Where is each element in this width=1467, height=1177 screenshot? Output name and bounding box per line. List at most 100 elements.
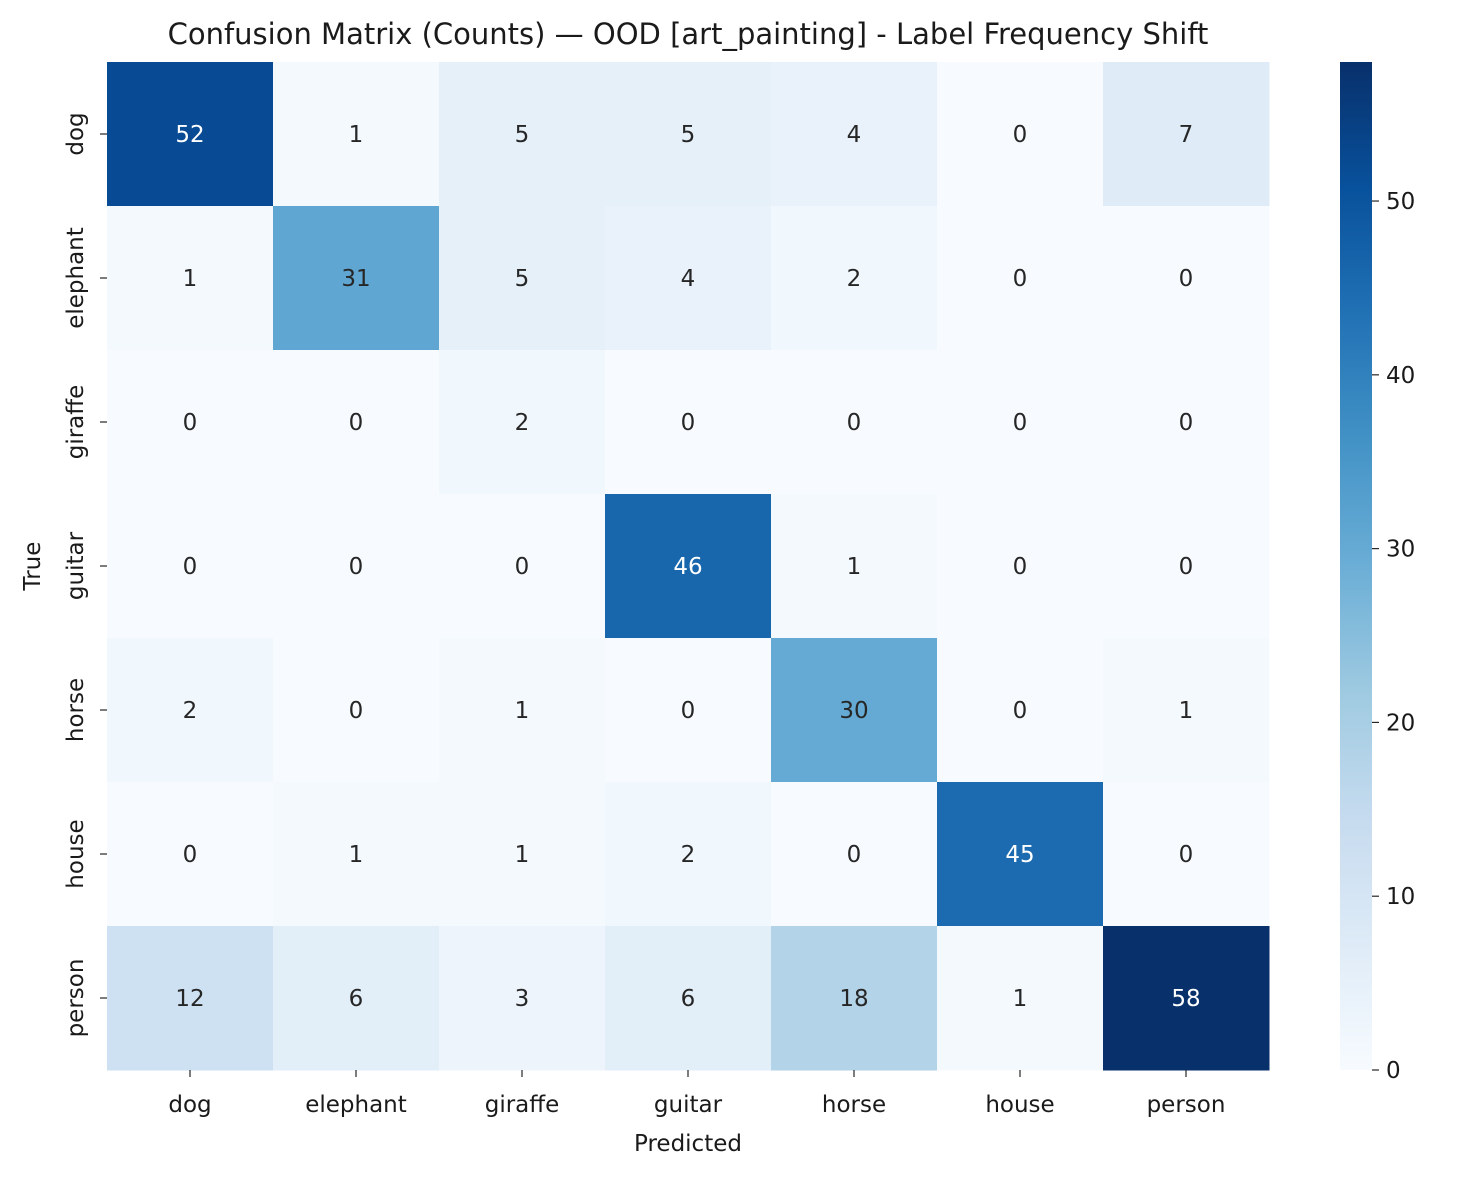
colorbar-tick-label: 30 — [1386, 537, 1415, 563]
heatmap-cell — [273, 926, 440, 1071]
cell-value-label: 5 — [515, 266, 530, 292]
heatmap-cell — [107, 782, 274, 927]
heatmap-cell — [605, 350, 772, 495]
colorbar: 0 10 20 30 40 50 — [1340, 62, 1415, 1084]
heatmap-cell — [439, 494, 606, 639]
heatmap-cell — [937, 926, 1104, 1071]
cell-value-label: 1 — [1179, 698, 1194, 724]
x-tick-label: elephant — [305, 1092, 407, 1118]
heatmap-cell — [1103, 62, 1270, 207]
cell-value-label: 6 — [681, 986, 696, 1012]
cell-value-label: 7 — [1179, 122, 1194, 148]
y-axis-label: True — [20, 542, 46, 592]
cell-value-label: 6 — [349, 986, 364, 1012]
cell-value-label: 0 — [1013, 698, 1028, 724]
cell-value-label: 1 — [349, 842, 364, 868]
cell-value-label: 2 — [183, 698, 198, 724]
cell-value-label: 58 — [1171, 986, 1200, 1012]
heatmap-cell — [1103, 206, 1270, 351]
heatmap-cell — [107, 62, 274, 207]
heatmap-cell — [605, 638, 772, 783]
x-tick-label: giraffe — [485, 1092, 560, 1118]
cell-value-label: 52 — [175, 122, 204, 148]
heatmap-cell — [107, 494, 274, 639]
cell-value-label: 0 — [183, 842, 198, 868]
cell-value-label: 1 — [515, 842, 530, 868]
cell-value-label: 30 — [839, 698, 868, 724]
cell-value-label: 0 — [1179, 266, 1194, 292]
x-tick-label: dog — [168, 1092, 211, 1118]
cell-value-label: 0 — [681, 410, 696, 436]
heatmap-cell — [1103, 926, 1270, 1071]
cell-value-label: 1 — [183, 266, 198, 292]
colorbar-tick-label: 50 — [1386, 189, 1415, 215]
cell-value-label: 0 — [1013, 410, 1028, 436]
heatmap-cell — [771, 494, 938, 639]
y-tick-label: dog — [63, 112, 89, 155]
heatmap-cell — [771, 782, 938, 927]
cell-value-label: 0 — [349, 410, 364, 436]
chart-title: Confusion Matrix (Counts) — OOD [art_pai… — [168, 17, 1209, 51]
heatmap-cell — [1103, 782, 1270, 927]
x-tick-label: house — [985, 1092, 1054, 1118]
cell-value-label: 0 — [1013, 554, 1028, 580]
heatmap-cell — [1103, 638, 1270, 783]
heatmap-cell — [771, 206, 938, 351]
heatmap-cell — [273, 494, 440, 639]
heatmap-cell — [605, 62, 772, 207]
heatmap-cell — [107, 926, 274, 1071]
cell-value-label: 45 — [1005, 842, 1034, 868]
cell-value-label: 12 — [175, 986, 204, 1012]
cell-value-label: 31 — [341, 266, 370, 292]
heatmap-cell — [439, 926, 606, 1071]
cell-value-label: 3 — [515, 986, 530, 1012]
heatmap-cell — [439, 62, 606, 207]
heatmap-cell — [273, 350, 440, 495]
heatmap-cell — [605, 494, 772, 639]
heatmap-cell — [439, 638, 606, 783]
colorbar-tick-label: 0 — [1386, 1058, 1401, 1084]
y-tick-label: house — [63, 819, 89, 888]
cell-value-label: 0 — [847, 842, 862, 868]
heatmap-cell — [107, 350, 274, 495]
cell-value-label: 1 — [847, 554, 862, 580]
heatmap-cell — [937, 494, 1104, 639]
cell-value-label: 5 — [681, 122, 696, 148]
heatmap-cell — [605, 926, 772, 1071]
cell-value-label: 0 — [1013, 122, 1028, 148]
cell-value-label: 0 — [183, 554, 198, 580]
heatmap-cell — [771, 350, 938, 495]
y-tick-label: horse — [63, 678, 89, 742]
cell-value-label: 1 — [515, 698, 530, 724]
heatmap-cell — [273, 62, 440, 207]
cell-value-label: 4 — [847, 122, 862, 148]
heatmap-cell — [273, 782, 440, 927]
cell-value-label: 0 — [349, 698, 364, 724]
heatmap-cell — [605, 206, 772, 351]
heatmap-cell — [937, 62, 1104, 207]
cell-value-label: 0 — [1179, 410, 1194, 436]
x-tick-labels: dog elephant giraffe guitar horse house person — [168, 1070, 1225, 1118]
cell-value-label: 0 — [1179, 842, 1194, 868]
y-tick-label: giraffe — [63, 385, 89, 460]
heatmap-cell — [937, 782, 1104, 927]
x-axis-label: Predicted — [634, 1131, 742, 1157]
colorbar-gradient — [1340, 62, 1372, 1070]
cell-value-label: 0 — [1013, 266, 1028, 292]
heatmap-cell — [771, 62, 938, 207]
heatmap-cell — [273, 638, 440, 783]
heatmap-cells: 52 1 5 5 4 0 71 31 5 4 2 0 00 0 2 0 0 0 00 0 0 46 1 0 02 0 1 0 30 0 10… — [107, 62, 1270, 1071]
heatmap-cell — [937, 350, 1104, 495]
cell-value-label: 18 — [839, 986, 868, 1012]
cell-value-label: 1 — [349, 122, 364, 148]
heatmap-cell — [1103, 494, 1270, 639]
heatmap-cell — [107, 206, 274, 351]
cell-value-label: 2 — [847, 266, 862, 292]
x-tick-label: guitar — [654, 1092, 723, 1118]
heatmap-cell — [107, 638, 274, 783]
colorbar-tick-label: 10 — [1386, 884, 1415, 910]
heatmap-cell — [439, 206, 606, 351]
x-tick-label: horse — [822, 1092, 886, 1118]
cell-value-label: 5 — [515, 122, 530, 148]
